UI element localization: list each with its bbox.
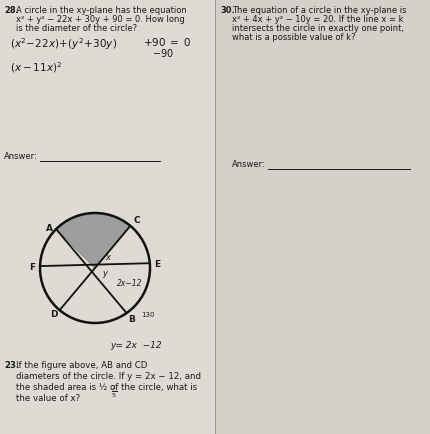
Text: x² + 4x + y² − 10y = 20. If the line x = k: x² + 4x + y² − 10y = 20. If the line x =…: [231, 15, 402, 24]
Text: The equation of a circle in the xy-plane is: The equation of a circle in the xy-plane…: [231, 6, 405, 15]
Text: D: D: [50, 309, 57, 319]
Text: F: F: [29, 263, 35, 272]
Text: y: y: [102, 269, 107, 277]
Text: what is a possible value of k?: what is a possible value of k?: [231, 33, 355, 42]
Text: 130: 130: [141, 312, 155, 318]
Text: 2x−12: 2x−12: [117, 279, 142, 289]
Text: $(x^2\!-\!22x)\!+\!(y^2\!+\!30y)$: $(x^2\!-\!22x)\!+\!(y^2\!+\!30y)$: [10, 36, 117, 52]
Bar: [0, 0, 215, 434]
Text: E: E: [154, 260, 160, 269]
Text: x: x: [105, 253, 110, 263]
Text: B: B: [128, 315, 135, 324]
Text: intersects the circle in exactly one point,: intersects the circle in exactly one poi…: [231, 24, 403, 33]
Text: the value of x?: the value of x?: [16, 394, 80, 403]
Text: $+90\;=\;0$: $+90\;=\;0$: [143, 36, 190, 48]
Text: is the diameter of the circle?: is the diameter of the circle?: [16, 24, 137, 33]
Text: $(x-11x)^2$: $(x-11x)^2$: [10, 60, 62, 75]
Text: $\frac{1}{5}$: $\frac{1}{5}$: [111, 383, 117, 400]
Text: C: C: [133, 217, 139, 225]
Text: A: A: [46, 224, 52, 233]
Text: $-90$: $-90$: [152, 47, 173, 59]
Text: the shaded area is ½ of the circle, what is: the shaded area is ½ of the circle, what…: [16, 383, 197, 392]
Text: 28.: 28.: [4, 6, 19, 15]
Text: If the figure above, AB and CD: If the figure above, AB and CD: [16, 361, 147, 370]
Text: diameters of the circle. If y = 2x − 12, and: diameters of the circle. If y = 2x − 12,…: [16, 372, 200, 381]
Text: A circle in the xy-plane has the equation: A circle in the xy-plane has the equatio…: [16, 6, 186, 15]
Text: Answer:: Answer:: [4, 152, 38, 161]
Text: Answer:: Answer:: [231, 160, 265, 169]
Text: y= 2x  −12: y= 2x −12: [110, 341, 161, 350]
Text: 23.: 23.: [4, 361, 19, 370]
Text: x² + y² − 22x + 30y + 90 = 0. How long: x² + y² − 22x + 30y + 90 = 0. How long: [16, 15, 184, 24]
Text: 30.: 30.: [219, 6, 234, 15]
Polygon shape: [56, 213, 130, 268]
Bar: [215, 0, 430, 434]
